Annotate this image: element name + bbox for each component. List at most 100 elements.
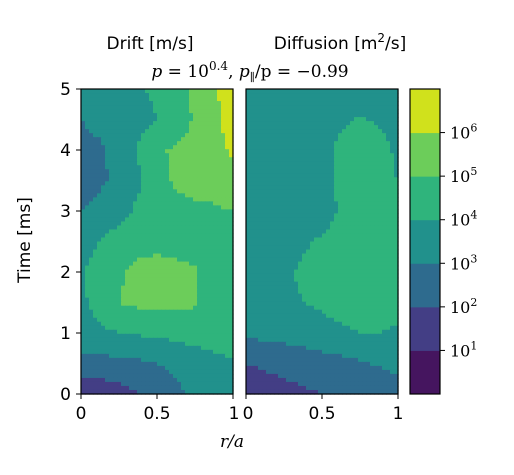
- contour-cell: [278, 253, 283, 259]
- contour-cell: [85, 341, 90, 347]
- contour-cell: [298, 209, 303, 214]
- contour-cell: [294, 145, 299, 150]
- contour-cell: [354, 285, 359, 291]
- contour-cell: [101, 221, 106, 227]
- contour-cell: [113, 133, 118, 138]
- contour-cell: [145, 361, 150, 367]
- contour-cell: [318, 153, 323, 158]
- contour-cell: [390, 169, 395, 174]
- contour-cell: [310, 181, 315, 186]
- contour-cell: [205, 257, 210, 263]
- contour-cell: [290, 285, 295, 291]
- contour-cell: [366, 121, 371, 126]
- contour-cell: [262, 113, 267, 118]
- contour-cell: [109, 165, 114, 170]
- contour-cell: [145, 193, 150, 198]
- contour-cell: [129, 137, 134, 142]
- contour-cell: [229, 153, 234, 158]
- contour-cell: [221, 381, 226, 387]
- contour-cell: [185, 337, 190, 343]
- contour-cell: [350, 145, 355, 150]
- contour-cell: [193, 313, 198, 319]
- contour-cell: [101, 349, 106, 355]
- contour-cell: [390, 105, 395, 110]
- contour-cell: [201, 277, 206, 283]
- contour-cell: [286, 241, 291, 247]
- contour-cell: [161, 201, 166, 206]
- contour-cell: [137, 257, 142, 263]
- contour-cell: [366, 157, 371, 162]
- contour-cell: [89, 121, 94, 126]
- contour-cell: [278, 141, 283, 146]
- contour-cell: [250, 305, 255, 311]
- contour-cell: [318, 277, 323, 283]
- contour-cell: [185, 197, 190, 202]
- contour-cell: [165, 173, 170, 178]
- contour-cell: [358, 225, 363, 231]
- contour-cell: [129, 261, 134, 267]
- contour-cell: [185, 157, 190, 162]
- contour-cell: [117, 261, 122, 267]
- contour-cell: [165, 141, 170, 146]
- contour-cell: [306, 193, 311, 198]
- contour-cell: [209, 261, 214, 267]
- contour-cell: [246, 165, 251, 170]
- contour-cell: [346, 97, 351, 102]
- contour-cell: [85, 245, 90, 251]
- contour-cell: [181, 305, 186, 311]
- contour-cell: [366, 265, 371, 271]
- contour-cell: [109, 89, 114, 94]
- contour-cell: [318, 305, 323, 311]
- contour-cell: [173, 181, 178, 186]
- contour-cell: [306, 133, 311, 138]
- contour-cell: [189, 169, 194, 174]
- contour-cell: [394, 289, 399, 295]
- contour-cell: [197, 293, 202, 299]
- contour-cell: [394, 105, 399, 110]
- contour-cell: [173, 273, 178, 279]
- contour-cell: [290, 201, 295, 206]
- contour-cell: [262, 273, 267, 279]
- contour-cell: [386, 201, 391, 206]
- contour-cell: [362, 205, 367, 210]
- contour-cell: [302, 193, 307, 198]
- contour-cell: [246, 217, 251, 223]
- contour-cell: [189, 137, 194, 142]
- contour-cell: [217, 181, 222, 186]
- contour-cell: [193, 325, 198, 331]
- contour-cell: [145, 169, 150, 174]
- contour-cell: [129, 361, 134, 367]
- contour-cell: [274, 137, 279, 142]
- contour-cell: [386, 125, 391, 130]
- contour-cell: [117, 89, 122, 94]
- contour-cell: [310, 285, 315, 291]
- contour-cell: [153, 253, 158, 259]
- contour-cell: [105, 297, 110, 303]
- contour-cell: [165, 261, 170, 267]
- contour-cell: [165, 169, 170, 174]
- contour-cell: [149, 105, 154, 110]
- contour-cell: [209, 373, 214, 379]
- contour-cell: [322, 149, 327, 154]
- contour-cell: [205, 125, 210, 130]
- contour-cell: [117, 305, 122, 311]
- contour-cell: [390, 265, 395, 271]
- contour-cell: [358, 97, 363, 102]
- contour-cell: [149, 133, 154, 138]
- contour-cell: [342, 273, 347, 279]
- contour-cell: [177, 201, 182, 206]
- contour-cell: [274, 225, 279, 231]
- contour-cell: [213, 293, 218, 299]
- contour-cell: [109, 121, 114, 126]
- contour-cell: [225, 217, 230, 223]
- contour-cell: [258, 257, 263, 263]
- contour-cell: [185, 321, 190, 327]
- contour-cell: [221, 325, 226, 331]
- contour-cell: [374, 245, 379, 251]
- contour-cell: [258, 281, 263, 287]
- contour-cell: [350, 277, 355, 283]
- contour-cell: [346, 157, 351, 162]
- contour-cell: [157, 205, 162, 210]
- contour-cell: [157, 253, 162, 259]
- contour-cell: [129, 141, 134, 146]
